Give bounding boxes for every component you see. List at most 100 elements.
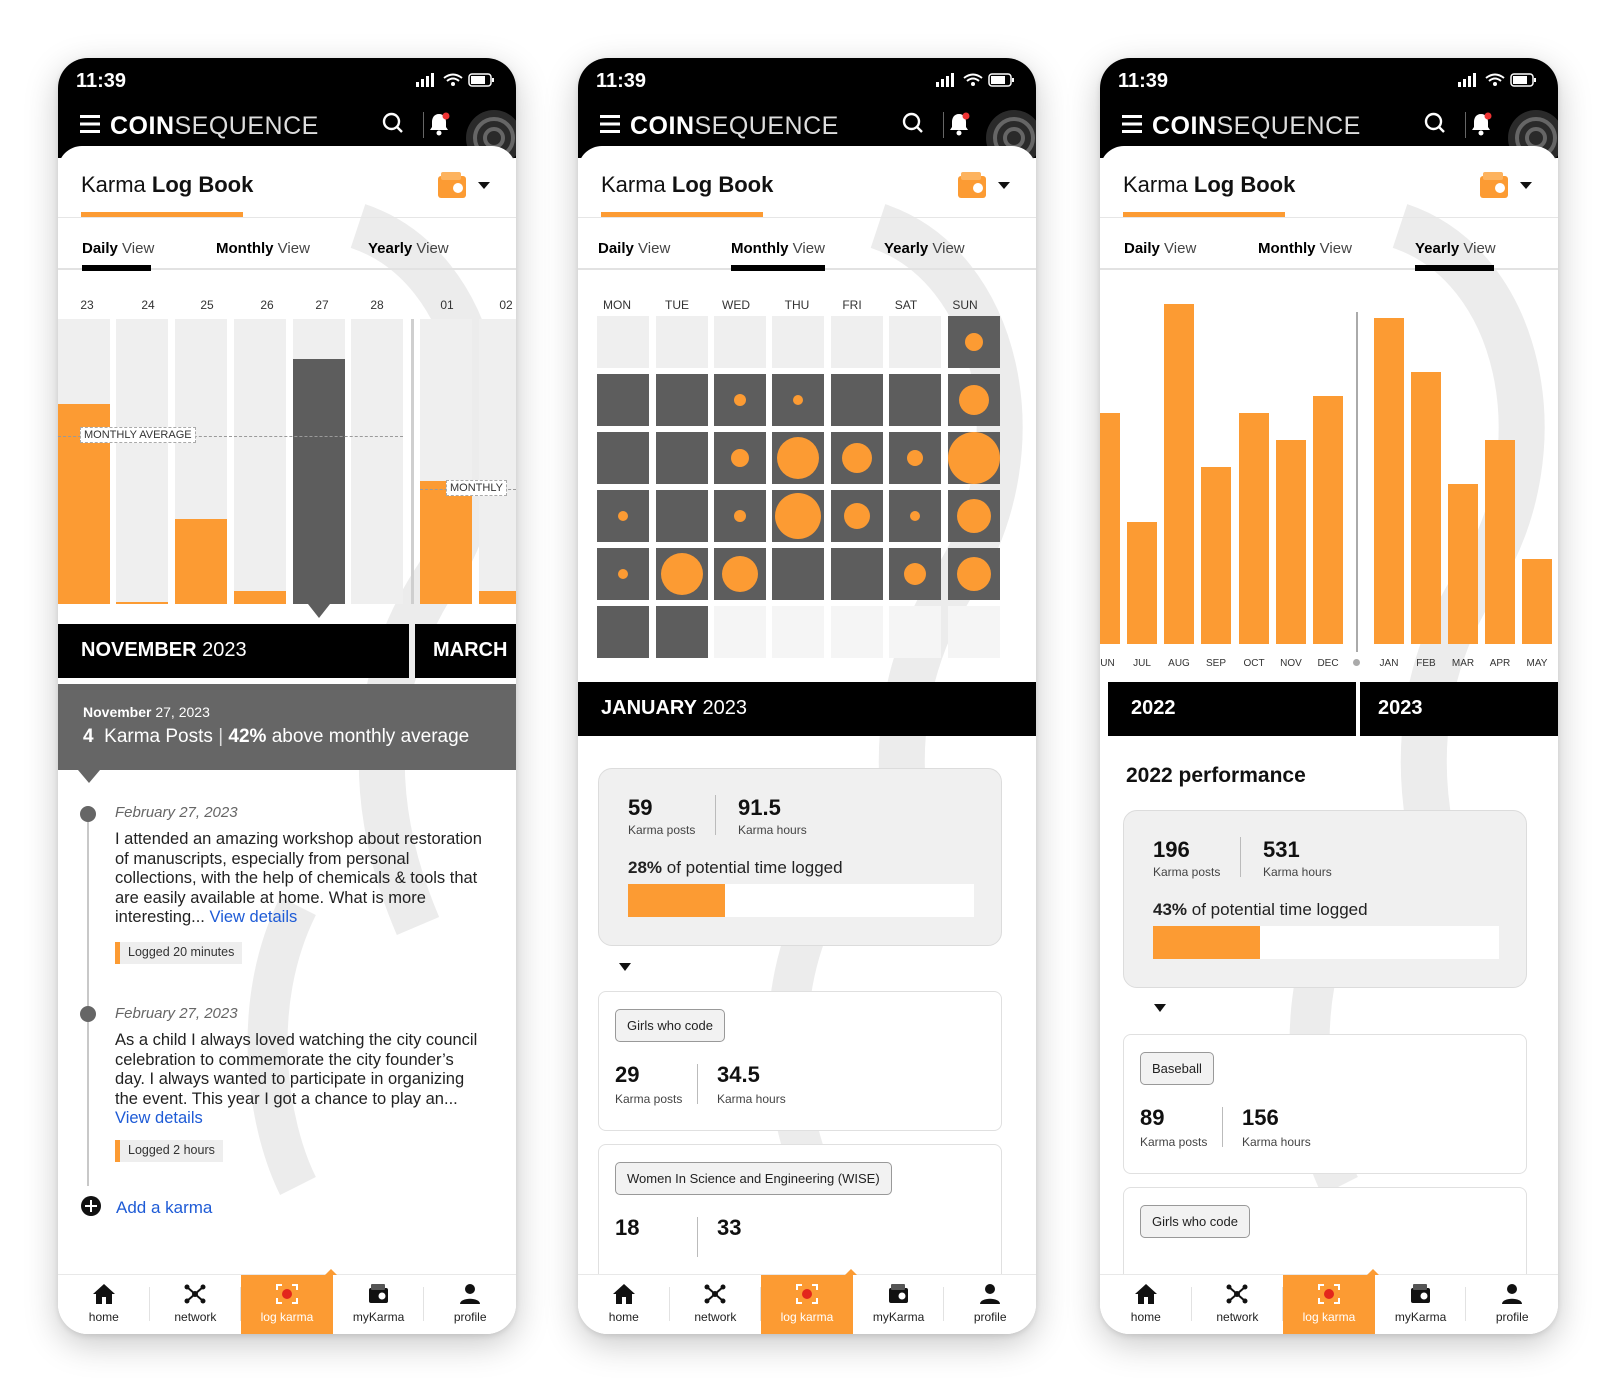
tab-daily-view[interactable]: Daily View	[82, 240, 154, 257]
month-bar[interactable]	[1411, 372, 1441, 644]
month-bar[interactable]	[1485, 440, 1515, 644]
calendar-day-cell[interactable]	[772, 490, 824, 542]
month-bar[interactable]	[1239, 413, 1269, 644]
nav-mykarma[interactable]: myKarma	[853, 1275, 945, 1334]
day-column[interactable]	[234, 319, 286, 604]
nav-mykarma[interactable]: myKarma	[333, 1275, 425, 1334]
month-bar[interactable]	[1100, 413, 1120, 644]
calendar-day-cell[interactable]	[948, 374, 1000, 426]
day-bar[interactable]	[116, 602, 168, 604]
tab-monthly-view[interactable]: Monthly View	[216, 240, 310, 257]
tab-daily-view[interactable]: Daily View	[598, 240, 670, 257]
month-bar[interactable]	[1127, 522, 1157, 644]
nav-profile[interactable]: profile	[944, 1275, 1036, 1334]
wallet-icon[interactable]	[1478, 170, 1512, 205]
calendar-day-cell[interactable]	[656, 548, 708, 600]
day-label[interactable]: 27	[315, 298, 329, 312]
bell-icon[interactable]	[948, 112, 970, 141]
calendar-day-cell[interactable]	[948, 490, 1000, 542]
day-label[interactable]: 25	[200, 298, 214, 312]
tab-monthly-view[interactable]: Monthly View	[1258, 240, 1352, 257]
wallet-icon[interactable]	[436, 170, 470, 205]
calendar-day-cell[interactable]	[831, 606, 883, 658]
day-column[interactable]	[116, 319, 168, 604]
calendar-day-cell[interactable]	[831, 548, 883, 600]
search-icon[interactable]	[902, 112, 924, 139]
hamburger-menu-icon[interactable]	[80, 114, 100, 138]
tab-yearly-view[interactable]: Yearly View	[884, 240, 965, 257]
view-details-link[interactable]: View details	[115, 1109, 203, 1127]
chevron-down-icon[interactable]	[1154, 1004, 1166, 1012]
day-label[interactable]: 28	[370, 298, 384, 312]
org-card[interactable]: Women In Science and Engineering (WISE) …	[598, 1144, 1002, 1284]
add-karma-button[interactable]: Add a karma	[80, 1195, 212, 1220]
calendar-day-cell[interactable]	[889, 606, 941, 658]
year-band-2022[interactable]: 2022	[1108, 682, 1356, 736]
calendar-day-cell[interactable]	[831, 374, 883, 426]
selected-day-bar[interactable]	[293, 359, 345, 604]
org-chip[interactable]: Baseball	[1140, 1052, 1214, 1085]
calendar-day-cell[interactable]	[597, 374, 649, 426]
nav-home[interactable]: home	[578, 1275, 670, 1334]
month-bar[interactable]	[1164, 304, 1194, 644]
calendar-day-cell[interactable]	[772, 548, 824, 600]
day-label[interactable]: 23	[80, 298, 94, 312]
month-bar[interactable]	[1374, 318, 1404, 644]
nav-network[interactable]: network	[1192, 1275, 1284, 1334]
calendar-day-cell[interactable]	[597, 316, 649, 368]
org-chip[interactable]: Girls who code	[615, 1009, 725, 1042]
calendar-day-cell[interactable]	[889, 316, 941, 368]
calendar-day-cell[interactable]	[889, 490, 941, 542]
calendar-day-cell[interactable]	[889, 548, 941, 600]
calendar-day-cell[interactable]	[772, 432, 824, 484]
calendar-day-cell[interactable]	[656, 432, 708, 484]
calendar-day-cell[interactable]	[714, 374, 766, 426]
calendar-day-cell[interactable]	[831, 432, 883, 484]
bell-icon[interactable]	[1470, 112, 1492, 141]
nav-network[interactable]: network	[670, 1275, 762, 1334]
calendar-day-cell[interactable]	[656, 490, 708, 542]
day-column[interactable]	[479, 319, 516, 604]
month-band[interactable]: NOVEMBER 2023	[58, 624, 409, 678]
calendar-day-cell[interactable]	[948, 316, 1000, 368]
calendar-day-cell[interactable]	[714, 606, 766, 658]
calendar-day-cell[interactable]	[948, 606, 1000, 658]
calendar-day-cell[interactable]	[597, 548, 649, 600]
calendar-day-cell[interactable]	[714, 490, 766, 542]
month-bar[interactable]	[1201, 467, 1231, 644]
day-bar[interactable]	[175, 519, 227, 604]
calendar-day-cell[interactable]	[831, 316, 883, 368]
nav-log-karma[interactable]: log karma	[761, 1269, 857, 1334]
month-bar[interactable]	[1522, 559, 1552, 644]
tab-daily-view[interactable]: Daily View	[1124, 240, 1196, 257]
tab-monthly-view[interactable]: Monthly View	[731, 240, 825, 257]
calendar-day-cell[interactable]	[772, 606, 824, 658]
calendar-day-cell[interactable]	[656, 316, 708, 368]
org-chip[interactable]: Girls who code	[1140, 1205, 1250, 1238]
chevron-down-icon[interactable]	[478, 182, 490, 189]
calendar-day-cell[interactable]	[597, 490, 649, 542]
day-label[interactable]: 24	[141, 298, 155, 312]
org-card[interactable]: Girls who code 29 Karma posts 34.5 Karma…	[598, 991, 1002, 1131]
nav-network[interactable]: network	[150, 1275, 242, 1334]
calendar-day-cell[interactable]	[714, 316, 766, 368]
calendar-day-cell[interactable]	[714, 548, 766, 600]
month-bar[interactable]	[1276, 440, 1306, 644]
calendar-day-cell[interactable]	[889, 374, 941, 426]
month-bar[interactable]	[1313, 396, 1343, 644]
calendar-day-cell[interactable]	[656, 606, 708, 658]
bell-icon[interactable]	[428, 112, 450, 141]
nav-mykarma[interactable]: myKarma	[1375, 1275, 1467, 1334]
nav-profile[interactable]: profile	[1466, 1275, 1558, 1334]
calendar-day-cell[interactable]	[597, 432, 649, 484]
day-bar[interactable]	[420, 481, 472, 604]
month-band[interactable]: JANUARY 2023	[578, 682, 1036, 736]
calendar-day-cell[interactable]	[597, 606, 649, 658]
day-bar[interactable]	[234, 591, 286, 604]
calendar-day-cell[interactable]	[948, 548, 1000, 600]
calendar-day-cell[interactable]	[714, 432, 766, 484]
calendar-day-cell[interactable]	[772, 316, 824, 368]
nav-home[interactable]: home	[58, 1275, 150, 1334]
year-band-2023[interactable]: 2023	[1360, 682, 1558, 736]
wallet-icon[interactable]	[956, 170, 990, 205]
